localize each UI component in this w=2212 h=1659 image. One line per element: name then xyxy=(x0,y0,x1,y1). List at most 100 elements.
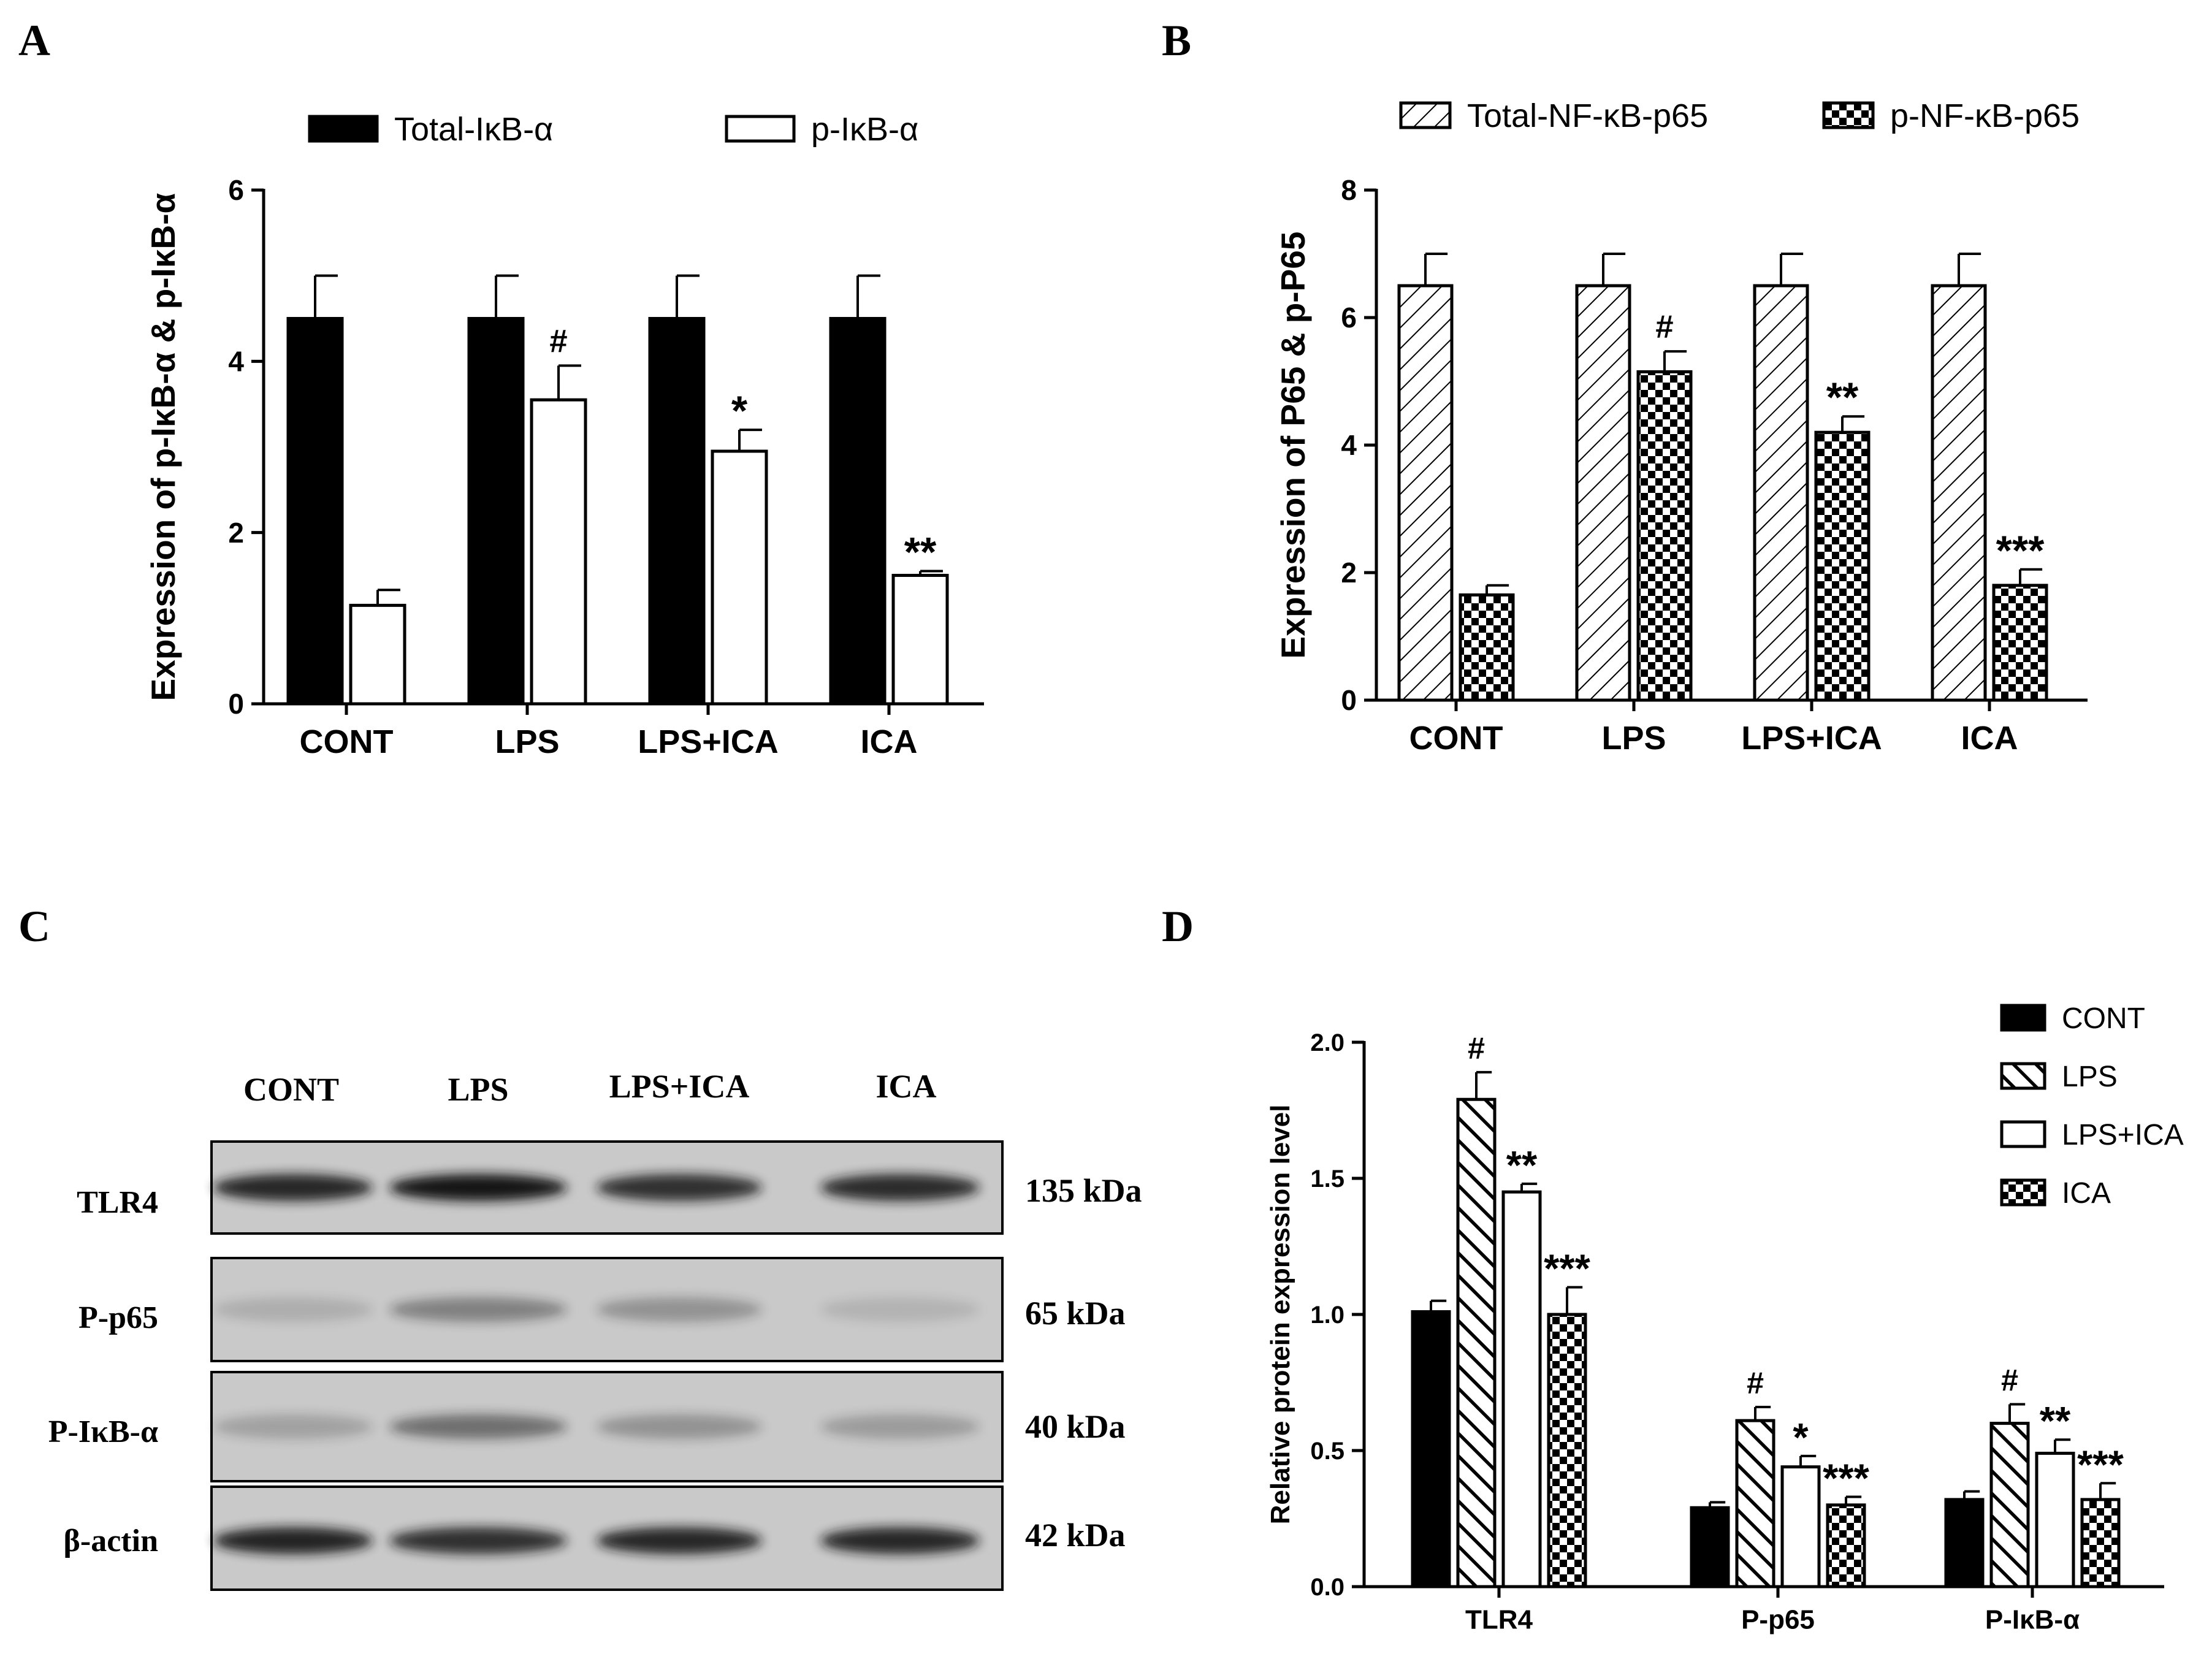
x-tick-label: LPS+ICA xyxy=(1741,720,1882,757)
significance-label: # xyxy=(2001,1363,2018,1398)
bar xyxy=(711,449,768,706)
x-tick-label: CONT xyxy=(1409,720,1503,757)
blot-band xyxy=(820,1527,980,1554)
y-tick-label: 0.5 xyxy=(1310,1438,1344,1465)
bar xyxy=(1826,1503,1866,1588)
x-tick-label: TLR4 xyxy=(1465,1605,1533,1635)
x-tick-label: LPS xyxy=(1601,720,1666,757)
legend-swatch xyxy=(2000,1062,2046,1090)
y-tick-label: 4 xyxy=(228,345,244,377)
blot-kda-label: 40 kDa xyxy=(1025,1408,1126,1445)
blot-band xyxy=(213,1414,373,1439)
blot-band xyxy=(389,1297,567,1322)
x-tick-label: ICA xyxy=(861,723,918,760)
significance-label: * xyxy=(731,388,748,434)
y-tick-label: 1.0 xyxy=(1310,1302,1344,1329)
chart-panel-b: 0 2 4 6 8 Expression of P65 & p-P65 CONT LPS # LP… xyxy=(1274,97,2088,757)
bar xyxy=(1753,284,1809,702)
bar xyxy=(648,317,706,706)
chart-panel-d: 0.0 0.5 1.0 1.5 2.0 Relative protein expressi… xyxy=(1265,1002,2184,1635)
blot-row-label: P-p65 xyxy=(78,1300,158,1335)
panel-label-b: B xyxy=(1162,16,1191,65)
significance-label: # xyxy=(1468,1031,1485,1066)
legend-label: p-IκB-α xyxy=(811,111,918,148)
y-axis-label: Expression of P65 & p-P65 xyxy=(1274,232,1312,659)
y-tick-label: 0 xyxy=(1341,684,1357,716)
bar xyxy=(1411,1310,1451,1588)
bar xyxy=(1459,593,1515,702)
legend-swatch xyxy=(725,115,796,143)
blot-band xyxy=(213,1527,373,1554)
blot-band xyxy=(213,1297,373,1322)
y-tick-label: 8 xyxy=(1341,174,1357,206)
legend-swatch xyxy=(2000,1004,2046,1032)
y-tick-label: 0.0 xyxy=(1310,1574,1344,1601)
bar xyxy=(2080,1498,2121,1588)
significance-label: *** xyxy=(2077,1442,2124,1487)
x-tick-label: ICA xyxy=(1961,720,2018,757)
blot-band xyxy=(820,1414,980,1439)
blot-band xyxy=(389,1174,567,1201)
significance-label: ** xyxy=(1826,375,1859,421)
bar xyxy=(1992,584,2048,702)
legend-label: Total-NF-κB-p65 xyxy=(1467,97,1708,134)
bar xyxy=(467,317,525,706)
panel-label-a: A xyxy=(18,16,50,65)
legend-label: LPS+ICA xyxy=(2062,1119,2184,1151)
y-tick-label: 4 xyxy=(1341,429,1357,461)
blot-kda-label: 135 kDa xyxy=(1025,1172,1142,1209)
blot-lane-label: LPS+ICA xyxy=(609,1068,750,1105)
blot-lane-label: CONT xyxy=(243,1071,339,1108)
significance-label: ** xyxy=(904,530,937,576)
y-tick-label: 2 xyxy=(228,517,244,549)
blot-band xyxy=(820,1174,980,1201)
legend-swatch xyxy=(308,115,379,143)
bar xyxy=(1690,1506,1730,1588)
bar xyxy=(530,398,587,706)
legend-label: Total-IκB-α xyxy=(394,111,553,148)
bar xyxy=(1547,1313,1587,1588)
y-axis-label: Expression of p-IκB-α & p-IκB-α xyxy=(144,193,182,701)
bar xyxy=(1944,1498,1985,1588)
x-tick-label: P-IκB-α xyxy=(1985,1605,2080,1635)
blot-row-label: β-actin xyxy=(64,1524,159,1558)
blot-band xyxy=(389,1527,567,1554)
significance-label: ** xyxy=(2040,1398,2071,1443)
significance-label: # xyxy=(1747,1365,1764,1400)
blot-band xyxy=(597,1414,762,1439)
western-blot: CONT LPS LPS+ICA ICA TLR4 P-p65 P-IκB-α … xyxy=(48,1068,1142,1591)
blot-row-label: P-IκB-α xyxy=(48,1414,158,1449)
legend-label: p-NF-κB-p65 xyxy=(1890,97,2080,134)
significance-label: *** xyxy=(1823,1455,1869,1500)
significance-label: # xyxy=(1655,309,1673,345)
panel-label-c: C xyxy=(18,902,50,951)
legend-swatch xyxy=(2000,1178,2046,1207)
blot-lane-label: LPS xyxy=(448,1071,508,1108)
y-tick-label: 2 xyxy=(1341,557,1357,589)
bar xyxy=(1501,1190,1542,1588)
significance-label: * xyxy=(1793,1415,1809,1460)
bar xyxy=(1575,284,1631,702)
blot-kda-label: 42 kDa xyxy=(1025,1517,1126,1554)
bar xyxy=(286,317,344,706)
blot-row-label: TLR4 xyxy=(77,1185,158,1220)
significance-label: *** xyxy=(1996,528,2045,574)
bar xyxy=(1636,370,1693,702)
chart-panel-a: 0 2 4 6 Expression of p-IκB-α & p-IκB-α CONT L… xyxy=(144,111,984,760)
blot-band xyxy=(820,1297,980,1322)
bar xyxy=(829,317,887,706)
significance-label: ** xyxy=(1506,1143,1538,1188)
bar xyxy=(349,603,406,706)
legend-label: ICA xyxy=(2062,1177,2111,1210)
blot-band xyxy=(597,1527,762,1554)
bar xyxy=(1397,284,1454,702)
blot-band xyxy=(597,1174,762,1201)
y-tick-label: 6 xyxy=(228,174,244,206)
legend-label: CONT xyxy=(2062,1002,2145,1035)
panel-label-d: D xyxy=(1162,902,1194,951)
x-tick-label: P-p65 xyxy=(1741,1605,1815,1635)
blot-lane-label: ICA xyxy=(875,1068,936,1105)
bar xyxy=(1931,284,1987,702)
x-tick-label: LPS xyxy=(495,723,559,760)
